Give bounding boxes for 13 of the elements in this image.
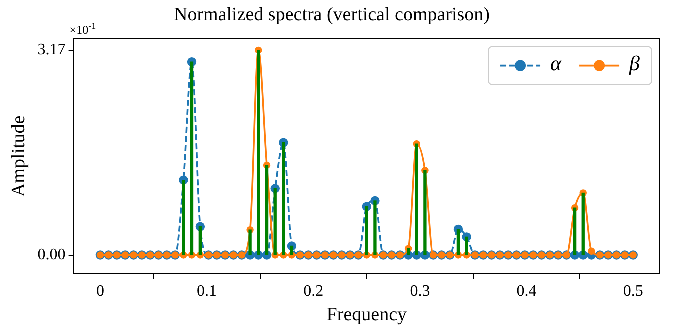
- legend-label: β: [628, 51, 641, 76]
- legend-label: α: [550, 51, 563, 76]
- x-axis-title: Frequency: [326, 304, 408, 326]
- x-tick-label: 0.1: [197, 282, 218, 300]
- x-tick-label: 0.4: [516, 282, 537, 300]
- x-tick-label: 0.5: [623, 282, 644, 300]
- y-tick-label: 3.17: [38, 42, 66, 59]
- y-axis-title: Amplitude: [8, 116, 30, 198]
- x-tick-label: 0.3: [410, 282, 430, 300]
- x-tick-label: 0: [96, 282, 104, 300]
- chart-title: Normalized spectra (vertical comparison): [174, 4, 490, 26]
- y-tick-label: 0.00: [38, 246, 66, 264]
- x-tick-label: 0.2: [304, 282, 324, 300]
